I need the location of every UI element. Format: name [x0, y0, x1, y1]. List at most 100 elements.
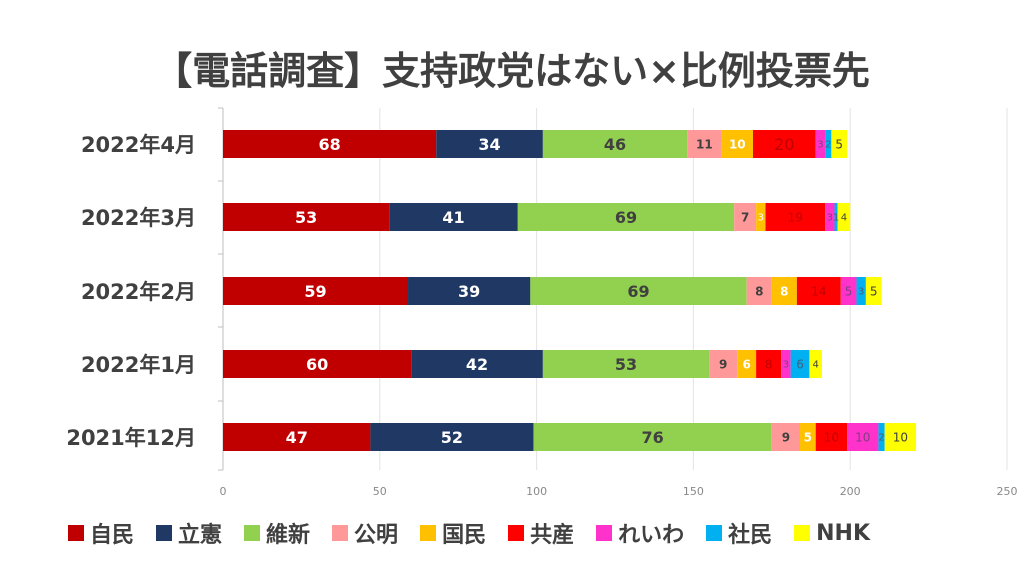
bar-segment	[771, 423, 801, 451]
x-tick-label: 50	[373, 485, 387, 498]
legend-swatch	[156, 525, 173, 541]
x-tick-label: 100	[526, 485, 547, 498]
legend-item: 国民	[420, 517, 486, 549]
bar-segment	[721, 130, 753, 158]
data-label: 60	[306, 355, 328, 374]
bar-segment	[389, 203, 518, 231]
x-axis-ticks: 0 50 100 150 200 250	[220, 485, 1018, 498]
data-label: 52	[441, 428, 463, 447]
category-label: 2022年2月	[81, 280, 196, 304]
data-label: 69	[627, 282, 649, 301]
category-label: 2022年1月	[81, 353, 196, 377]
x-tick-label: 200	[840, 485, 861, 498]
bar-segment	[223, 277, 409, 305]
legend: 自民 立憲 維新 公明 国民 共産 れいわ 社民 NHK	[68, 517, 1008, 549]
data-label: 6	[796, 357, 804, 371]
data-label: 4	[841, 213, 847, 224]
legend-label: NHK	[816, 520, 870, 546]
bar-segment	[771, 277, 797, 305]
bar-segment	[800, 423, 816, 451]
bar-segment	[734, 203, 757, 231]
bar-segment	[411, 350, 543, 378]
bar-segment	[790, 350, 810, 378]
data-label: 3	[817, 140, 823, 151]
legend-label: 国民	[442, 523, 487, 548]
category-label: 2022年4月	[81, 133, 196, 157]
data-label: 8	[765, 357, 773, 371]
legend-label: 公明	[354, 523, 399, 548]
bars	[223, 130, 917, 451]
bar-segment	[542, 350, 710, 378]
data-label: 4	[813, 360, 819, 371]
data-label: 6	[743, 357, 751, 371]
bar-segment	[223, 350, 412, 378]
legend-item: 維新	[244, 517, 310, 549]
bar-segment	[856, 277, 866, 305]
data-label: 41	[442, 208, 464, 227]
data-labels: 68 34 46 11 10 20 3 2 553 41 69 7 3 19 3 1 459 39 69 8 8 14 5 3…	[286, 135, 908, 447]
legend-item: NHK	[794, 521, 870, 546]
bar-segment	[840, 277, 857, 305]
data-label: 53	[295, 208, 317, 227]
category-label: 2021年12月	[66, 426, 196, 450]
bar-segment	[781, 350, 791, 378]
data-label: 14	[811, 284, 826, 298]
legend-swatch	[794, 525, 811, 541]
data-label: 10	[824, 430, 839, 444]
bar-segment	[530, 277, 747, 305]
data-label: 8	[755, 284, 763, 298]
data-label: 7	[741, 210, 749, 224]
data-label: 68	[318, 135, 340, 154]
data-label: 59	[304, 282, 326, 301]
x-tick-label: 0	[220, 485, 227, 498]
data-label: 53	[615, 355, 637, 374]
bar-segment	[756, 350, 782, 378]
data-label: 2	[825, 140, 831, 151]
bar-segment	[756, 203, 766, 231]
legend-label: 自民	[90, 523, 135, 548]
bar-segment	[815, 423, 848, 451]
legend-label: れいわ	[618, 523, 685, 548]
bar-segment	[737, 350, 757, 378]
data-label: 5	[870, 284, 878, 298]
x-tick-label: 250	[997, 485, 1018, 498]
data-label: 5	[835, 137, 843, 151]
legend-item: 公明	[332, 517, 398, 549]
bar-segment	[517, 203, 735, 231]
bar-segment	[223, 203, 390, 231]
bar-segment	[847, 423, 879, 451]
bar-segment	[746, 277, 772, 305]
bar-segment	[825, 203, 835, 231]
data-label: 39	[458, 282, 480, 301]
bar-segment	[796, 277, 841, 305]
category-labels: 2022年4月 2022年3月 2022年2月 2022年1月 2021年12月	[66, 133, 196, 450]
legend-swatch	[244, 525, 261, 541]
bar-segment	[752, 130, 816, 158]
data-label: 5	[845, 284, 853, 298]
legend-swatch	[596, 525, 613, 541]
bar-segment	[765, 203, 826, 231]
bar-segment	[408, 277, 531, 305]
legend-swatch	[68, 525, 84, 541]
data-label: 47	[286, 428, 308, 447]
legend-label: 共産	[530, 523, 575, 548]
legend-item: 自民	[68, 517, 134, 549]
legend-label: 維新	[266, 523, 311, 548]
data-label: 34	[478, 135, 500, 154]
x-tick-label: 150	[683, 485, 704, 498]
data-label: 1	[833, 213, 839, 224]
legend-swatch	[508, 525, 525, 541]
legend-item: れいわ	[596, 517, 684, 549]
bar-segment	[831, 130, 848, 158]
legend-swatch	[420, 525, 437, 541]
data-label: 46	[604, 135, 626, 154]
bar-segment	[709, 350, 738, 378]
data-label: 3	[827, 213, 833, 224]
data-label: 3	[783, 360, 789, 371]
bar-segment	[542, 130, 688, 158]
bar-segment	[370, 423, 534, 451]
data-label: 42	[466, 355, 488, 374]
bar-segment	[878, 423, 885, 451]
bar-segment	[884, 423, 917, 451]
